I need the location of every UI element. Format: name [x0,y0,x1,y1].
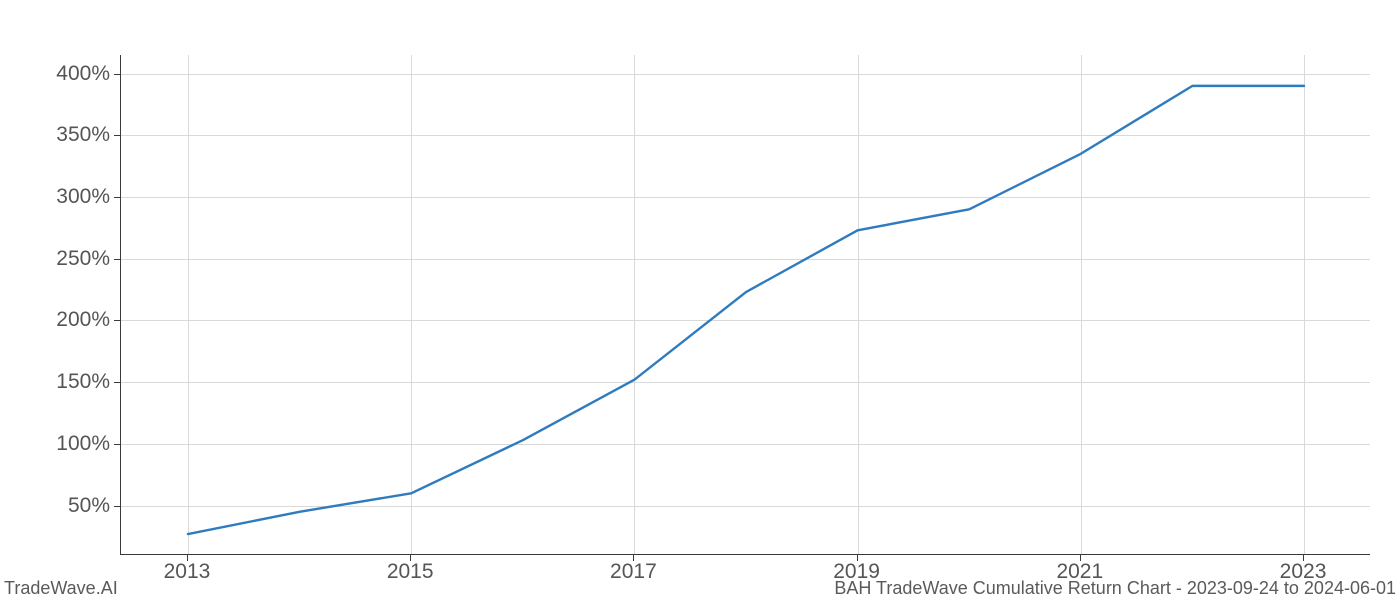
y-tick-label: 300% [56,185,110,209]
y-tick-mark [114,382,120,383]
x-tick-label: 2013 [164,560,211,584]
y-tick-mark [114,444,120,445]
plot-area [120,55,1370,555]
footer-left-text: TradeWave.AI [4,578,118,599]
y-tick-label: 50% [68,494,110,518]
chart-container: 201320152017201920212023 50%100%150%200%… [0,0,1400,600]
y-tick-mark [114,320,120,321]
y-tick-label: 200% [56,308,110,332]
y-tick-mark [114,259,120,260]
y-tick-label: 100% [56,432,110,456]
y-tick-label: 400% [56,62,110,86]
series-line [188,86,1304,534]
y-tick-mark [114,506,120,507]
x-tick-label: 2015 [387,560,434,584]
x-tick-label: 2017 [610,560,657,584]
y-tick-mark [114,197,120,198]
y-tick-mark [114,74,120,75]
line-series-svg [121,55,1370,554]
footer-right-text: BAH TradeWave Cumulative Return Chart - … [834,578,1396,599]
y-tick-label: 250% [56,247,110,271]
y-tick-mark [114,135,120,136]
y-tick-label: 150% [56,370,110,394]
y-tick-label: 350% [56,123,110,147]
